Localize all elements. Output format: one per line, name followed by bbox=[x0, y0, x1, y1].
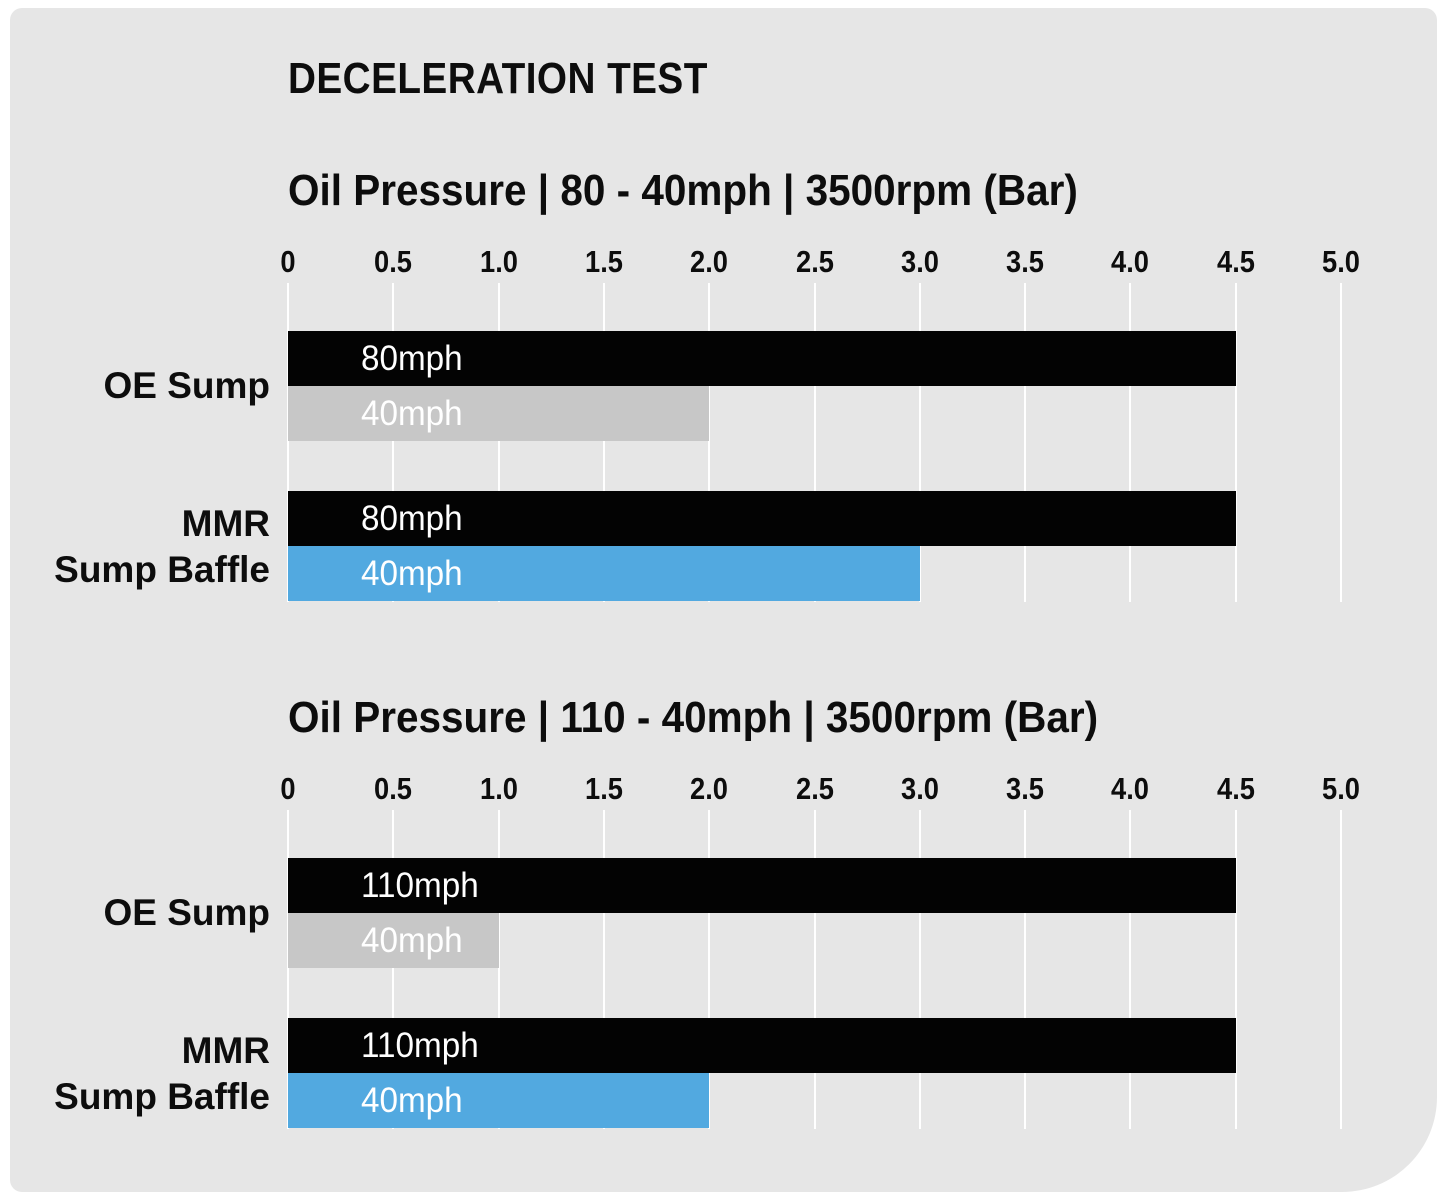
axis-tick-label: 1.0 bbox=[479, 771, 518, 806]
row-label: OE Sump bbox=[0, 363, 270, 409]
gridline bbox=[1340, 283, 1342, 602]
axis-tick-label: 4.5 bbox=[1216, 771, 1255, 806]
bar-label: 40mph bbox=[361, 920, 463, 960]
bar-label: 110mph bbox=[361, 865, 479, 905]
chart-title: Oil Pressure | 80 - 40mph | 3500rpm (Bar… bbox=[288, 166, 1078, 215]
axis-tick-label: 2.0 bbox=[690, 244, 729, 279]
gridline bbox=[1024, 283, 1027, 602]
gridline bbox=[1340, 810, 1342, 1129]
row-label-line: Sump Baffle bbox=[54, 549, 270, 590]
row-label: OE Sump bbox=[0, 890, 270, 936]
bar-label: 110mph bbox=[361, 1025, 479, 1065]
bar: 40mph bbox=[288, 386, 710, 441]
gridline bbox=[287, 810, 289, 1129]
bar-label: 40mph bbox=[361, 1080, 463, 1120]
gridline bbox=[602, 283, 605, 602]
bar-label: 40mph bbox=[361, 393, 463, 433]
gridline bbox=[1024, 810, 1027, 1129]
row-label-line: MMR bbox=[181, 503, 270, 544]
axis-tick-label: 2.5 bbox=[795, 244, 834, 279]
gridline bbox=[287, 283, 289, 602]
row-label: MMR Sump Baffle bbox=[0, 1028, 270, 1120]
gridline bbox=[497, 283, 500, 602]
gridline bbox=[918, 810, 921, 1129]
axis-tick-label: 3.5 bbox=[1006, 244, 1045, 279]
axis-tick-label: 5.0 bbox=[1322, 244, 1360, 279]
row-label: MMR Sump Baffle bbox=[0, 501, 270, 593]
bar-label: 80mph bbox=[361, 498, 463, 538]
axis-tick-label: 3.5 bbox=[1006, 771, 1045, 806]
gridline bbox=[813, 283, 816, 602]
bar-label: 80mph bbox=[361, 338, 463, 378]
axis-tick-label: 4.0 bbox=[1111, 244, 1150, 279]
bar: 80mph bbox=[288, 491, 1236, 546]
bar: 40mph bbox=[288, 1073, 710, 1128]
gridline bbox=[497, 810, 500, 1129]
axis-tick-label: 0.5 bbox=[374, 771, 413, 806]
axis-tick-label: 4.5 bbox=[1216, 244, 1255, 279]
row-label-line: Sump Baffle bbox=[54, 1076, 270, 1117]
row-label-line: MMR bbox=[181, 1030, 270, 1071]
row-label-line: OE Sump bbox=[103, 365, 270, 406]
axis-tick-label: 1.0 bbox=[479, 244, 518, 279]
bar: 110mph bbox=[288, 858, 1236, 913]
axis-tick-label: 3.0 bbox=[900, 771, 939, 806]
axis-tick-label: 0 bbox=[280, 244, 296, 279]
bar: 110mph bbox=[288, 1018, 1236, 1073]
bar-label: 40mph bbox=[361, 553, 463, 593]
bar: 40mph bbox=[288, 546, 920, 601]
axis-tick-label: 0 bbox=[280, 771, 296, 806]
axis-tick-label: 1.5 bbox=[584, 244, 623, 279]
gridline bbox=[1234, 810, 1237, 1129]
gridline bbox=[708, 283, 711, 602]
plot-area: 110mph 40mph 110mph 40mph bbox=[287, 810, 1342, 1129]
gridline bbox=[813, 810, 816, 1129]
gridline bbox=[1129, 810, 1132, 1129]
bar: 40mph bbox=[288, 913, 499, 968]
gridline bbox=[392, 810, 395, 1129]
row-label-line: OE Sump bbox=[103, 892, 270, 933]
axis-tick-label: 0.5 bbox=[374, 244, 413, 279]
axis-tick-label: 5.0 bbox=[1322, 771, 1360, 806]
axis-tick-label: 2.5 bbox=[795, 771, 834, 806]
chart-title: Oil Pressure | 110 - 40mph | 3500rpm (Ba… bbox=[288, 693, 1099, 742]
gridline bbox=[1234, 283, 1237, 602]
axis-tick-label: 2.0 bbox=[690, 771, 729, 806]
axis-tick-label: 3.0 bbox=[900, 244, 939, 279]
axis-tick-label: 1.5 bbox=[584, 771, 623, 806]
gridline bbox=[918, 283, 921, 602]
axis-tick-label: 4.0 bbox=[1111, 771, 1150, 806]
gridline bbox=[392, 283, 395, 602]
plot-area: 80mph 40mph 80mph 40mph bbox=[287, 283, 1342, 602]
bar: 80mph bbox=[288, 331, 1236, 386]
gridline bbox=[602, 810, 605, 1129]
gridline bbox=[708, 810, 711, 1129]
gridline bbox=[1129, 283, 1132, 602]
page-title: DECELERATION TEST bbox=[288, 54, 708, 103]
